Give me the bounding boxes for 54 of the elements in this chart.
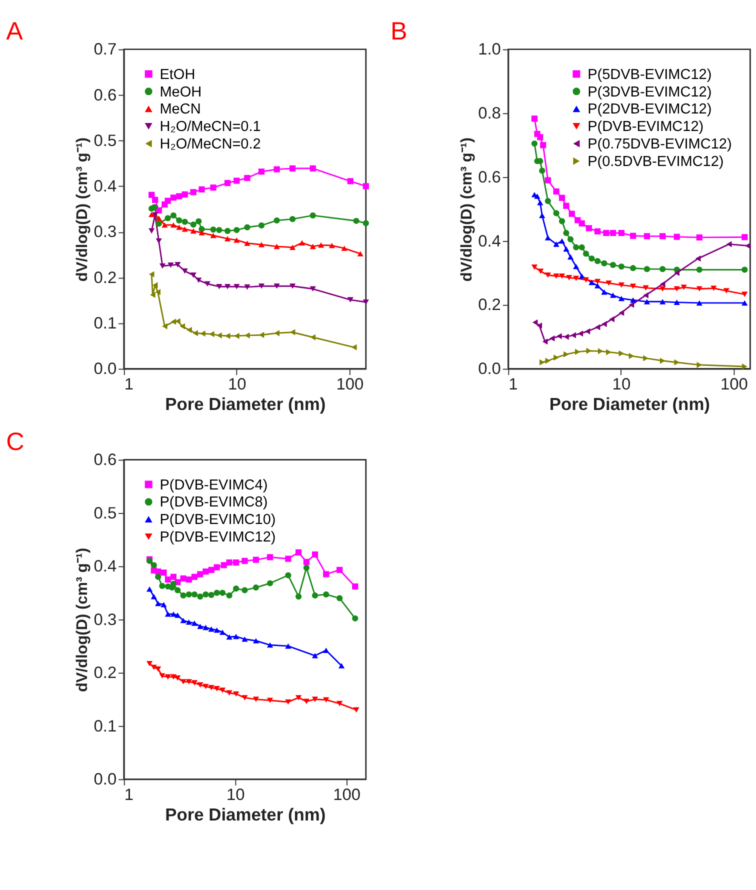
y-tick-label: 0.6 (94, 86, 117, 104)
y-tick-label: 0.0 (94, 770, 117, 788)
legend-label: P(DVB-EVIMC10) (160, 512, 276, 528)
legend-label: P(0.75DVB-EVIMC12) (588, 136, 732, 153)
y-tick-label: 0.4 (478, 232, 501, 250)
y-tick-label: 0.7 (94, 40, 117, 59)
chart-title: C (6, 428, 24, 456)
y-tick-label: 0.2 (94, 268, 117, 287)
y-axis-title: dV/dlog(D) (cm³ g⁻¹) (74, 548, 91, 692)
chart-title: B (390, 18, 408, 46)
x-tick-label: 100 (333, 786, 361, 804)
legend-label: MeCN (160, 102, 201, 118)
y-tick-label: 0.5 (94, 132, 117, 150)
x-axis-title: Pore Diameter (nm) (549, 394, 710, 414)
legend-label: P(3DVB-EVIMC12) (588, 84, 712, 100)
x-tick-label: 1 (124, 376, 134, 394)
y-axis-title: dV/dlog(D) (cm³ g⁻¹) (458, 137, 476, 282)
legend-label: P(2DVB-EVIMC12) (588, 102, 712, 118)
x-axis-title: Pore Diameter (nm) (165, 804, 326, 824)
y-tick-label: 0.5 (94, 504, 117, 522)
x-tick-label: 10 (226, 786, 245, 804)
legend-label: P(DVB-EVIMC8) (160, 494, 268, 511)
legend-label: P(DVB-EVIMC4) (160, 477, 268, 494)
x-axis-title: Pore Diameter (nm) (165, 394, 326, 414)
legend-label: P(5DVB-EVIMC12) (588, 66, 712, 83)
y-tick-label: 0.6 (94, 451, 117, 470)
x-tick-label: 100 (720, 376, 748, 394)
y-tick-label: 0.2 (478, 296, 501, 314)
y-axis-title: dV/dlog(D) (cm³ g⁻¹) (74, 137, 91, 282)
y-tick-label: 0.2 (94, 664, 117, 682)
y-tick-label: 0.0 (478, 360, 501, 378)
y-tick-label: 0.3 (94, 610, 117, 629)
y-tick-label: 0.4 (94, 558, 117, 576)
legend-label: H₂O/MeCN=0.2 (160, 136, 261, 153)
x-tick-label: 1 (508, 376, 518, 394)
y-tick-label: 1.0 (478, 40, 501, 59)
legend-label: MeOH (160, 84, 202, 100)
y-tick-label: 0.6 (478, 168, 501, 186)
y-tick-label: 0.0 (94, 360, 117, 378)
x-tick-label: 1 (124, 786, 134, 804)
legend-label: P(0.5DVB-EVIMC12) (588, 154, 724, 170)
y-tick-label: 0.3 (94, 223, 117, 242)
legend-label: H₂O/MeCN=0.1 (160, 119, 261, 136)
y-tick-label: 0.8 (478, 104, 501, 123)
chart-title: A (6, 18, 24, 46)
x-tick-label: 100 (336, 376, 364, 394)
legend-label: P(DVB-EVIMC12) (160, 530, 276, 546)
legend-label: EtOH (160, 66, 196, 83)
legend-label: P(DVB-EVIMC12) (588, 119, 704, 136)
y-tick-label: 0.4 (94, 178, 117, 196)
y-tick-label: 0.1 (94, 717, 117, 736)
y-tick-label: 0.1 (94, 314, 117, 332)
x-tick-label: 10 (612, 376, 631, 394)
x-tick-label: 10 (228, 376, 246, 394)
